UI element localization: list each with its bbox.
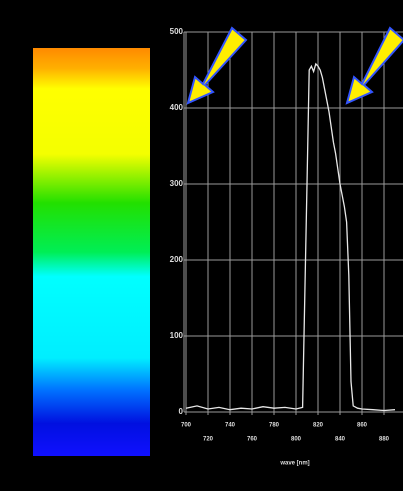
y-tick-label: 0	[179, 407, 184, 416]
x-tick-label: 820	[313, 423, 324, 429]
y-tick-label: 500	[170, 27, 184, 36]
arrow	[345, 26, 403, 105]
y-tick-label: 300	[170, 179, 184, 188]
y-tick-label: 100	[170, 331, 184, 340]
x-tick-label: 880	[379, 437, 390, 443]
y-tick-label: 200	[170, 255, 184, 264]
x-tick-label: 860	[357, 423, 368, 429]
arrow	[186, 26, 248, 105]
x-tick-label: 840	[335, 437, 346, 443]
x-axis-label: wave [nm]	[279, 461, 309, 467]
x-tick-label: 700	[181, 423, 192, 429]
x-tick-label: 740	[225, 423, 236, 429]
plot: 0 100 200 300 400 500 700 720 740 760 780 800 820 840…	[170, 27, 403, 443]
x-tick-label: 760	[247, 437, 258, 443]
x-tick-label: 800	[291, 437, 302, 443]
color-bar	[33, 48, 150, 456]
y-tick-label: 400	[170, 103, 184, 112]
x-tick-label: 780	[269, 423, 280, 429]
spectrum-line	[185, 62, 396, 412]
x-tick-label: 720	[203, 437, 214, 443]
